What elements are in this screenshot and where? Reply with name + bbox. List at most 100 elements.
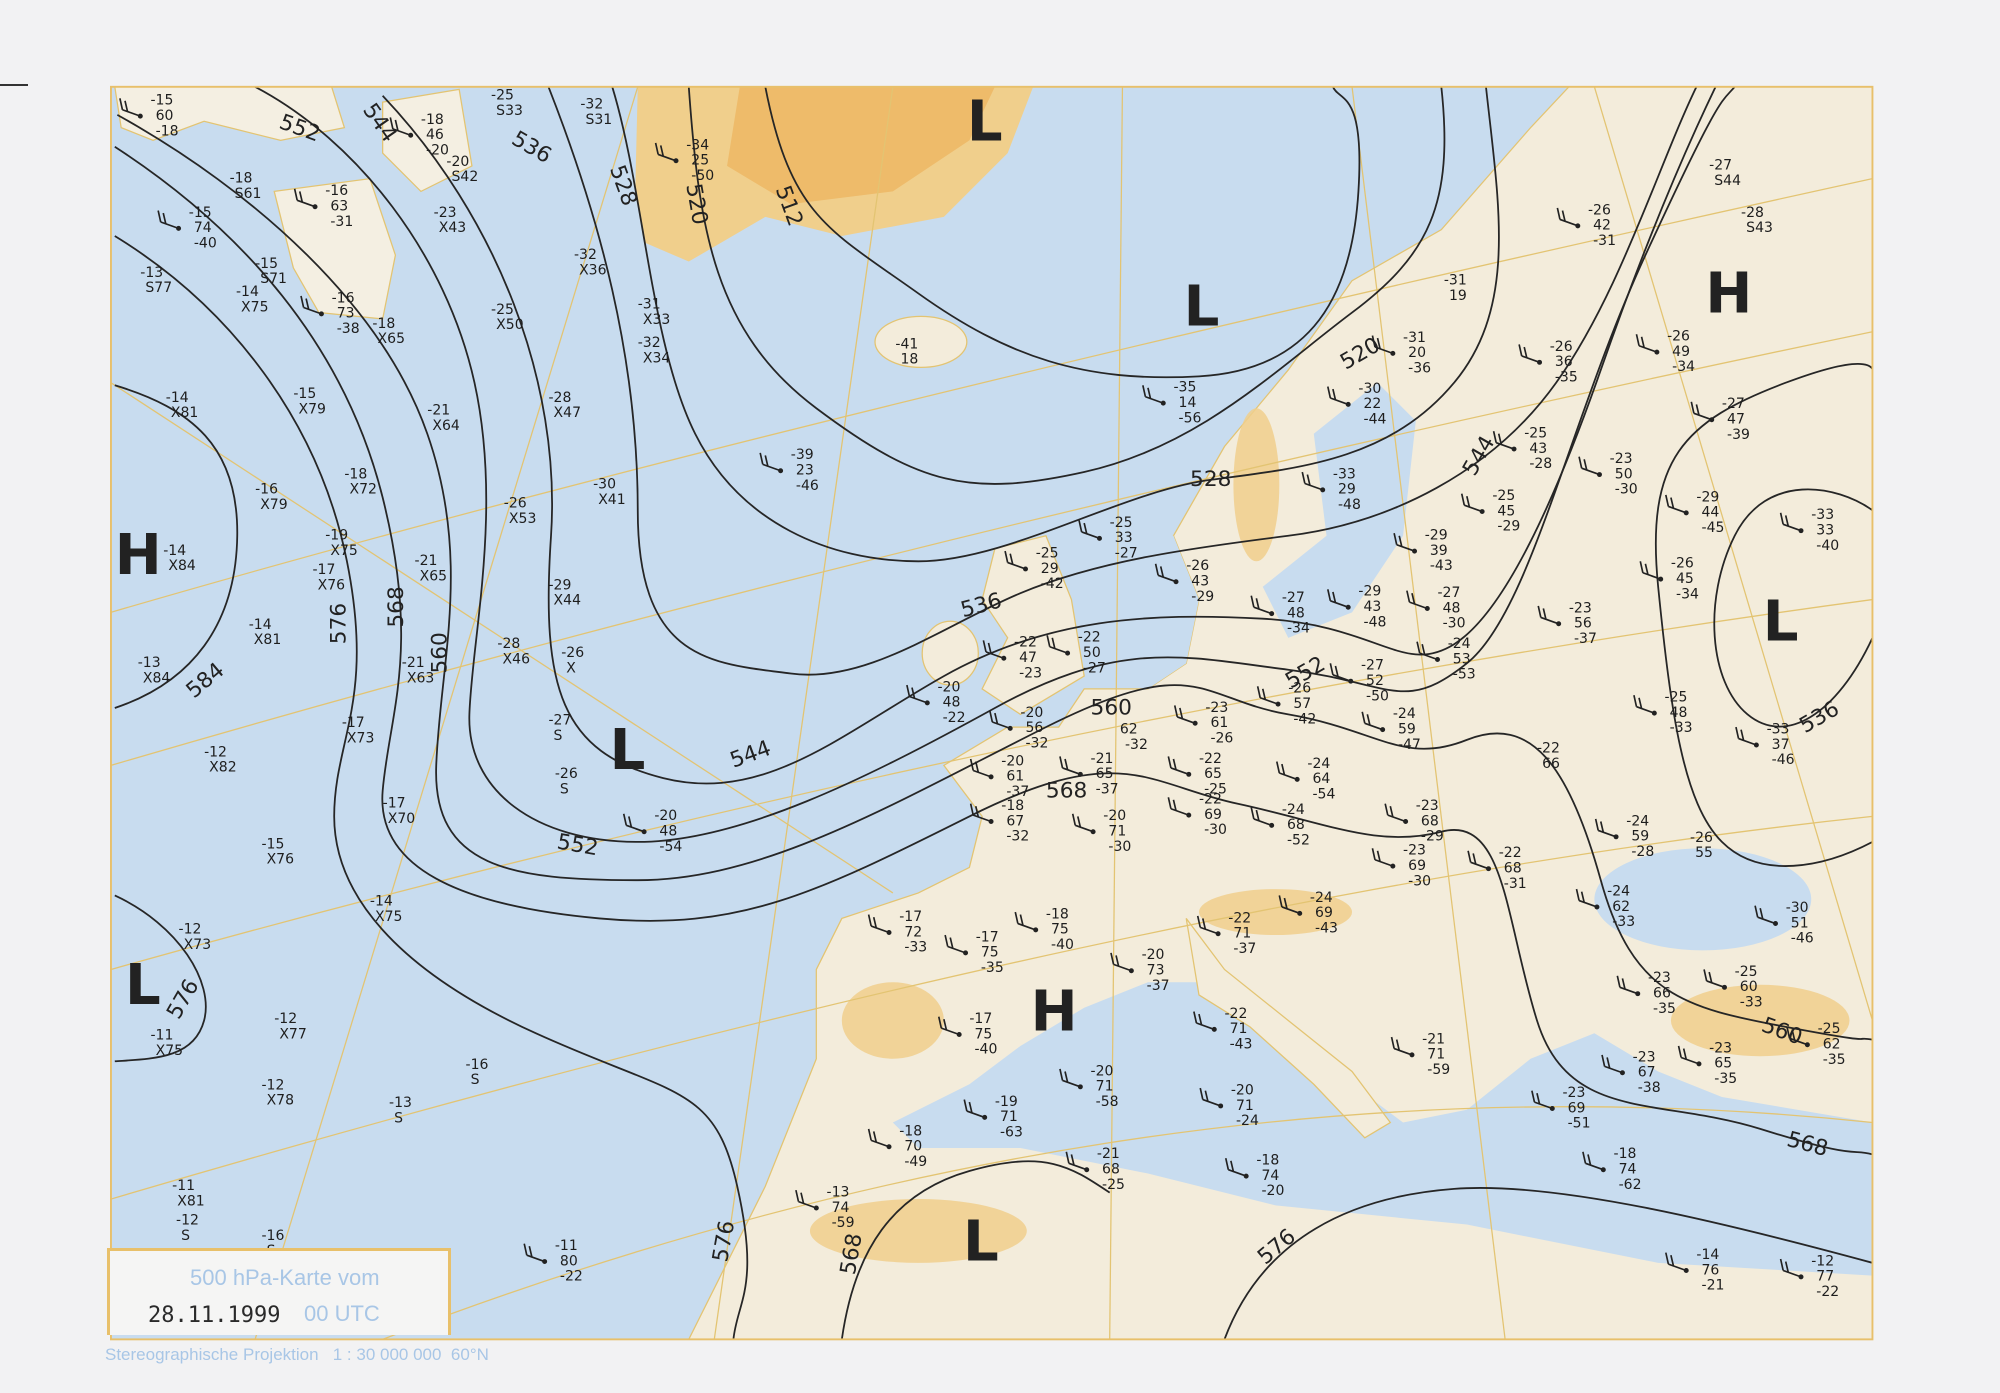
station-value: -27 xyxy=(548,713,571,729)
station-value: -25 xyxy=(1735,964,1758,980)
station-value: -56 xyxy=(1179,410,1202,426)
station-value: -49 xyxy=(904,1154,927,1170)
caption-time: 00 UTC xyxy=(304,1301,380,1326)
station-value: -31 xyxy=(1444,273,1467,289)
wind-barb-icon xyxy=(1326,589,1351,610)
station-plot: 62-32 xyxy=(1120,721,1148,752)
station-value: -23 xyxy=(1205,700,1228,716)
station-value: X76 xyxy=(318,577,346,593)
station-value: -40 xyxy=(1816,538,1839,554)
station-value: -14 xyxy=(166,390,189,406)
wind-barb-icon xyxy=(1786,1026,1810,1048)
contour-line xyxy=(1713,488,1873,728)
station-value: X75 xyxy=(375,909,402,925)
station-value: 50 xyxy=(1083,645,1101,661)
station-value: -25 xyxy=(1492,488,1515,504)
station-value: -42 xyxy=(1041,576,1064,592)
station-plot: -16S xyxy=(466,1057,489,1088)
station-value: -33 xyxy=(1811,507,1834,523)
station-value: X81 xyxy=(254,632,281,648)
station-value: -26 xyxy=(555,766,578,782)
wind-barb-icon xyxy=(293,188,318,210)
station-plot: -13S xyxy=(389,1095,412,1126)
station-value: -34 xyxy=(1672,359,1695,375)
mediterranean-sea xyxy=(892,982,1873,1276)
station-value: -23 xyxy=(1648,970,1671,986)
station-value: 33 xyxy=(1115,530,1133,546)
wind-barb-icon xyxy=(1467,850,1492,872)
wind-barb-icon xyxy=(1278,895,1303,916)
wind-barb-icon xyxy=(1754,905,1778,927)
station-value: X50 xyxy=(496,317,523,333)
station-value: -31 xyxy=(1403,330,1426,346)
wind-barb-icon xyxy=(1167,756,1192,777)
station-value: 71 xyxy=(1000,1109,1018,1125)
station-value: -23 xyxy=(1563,1085,1586,1101)
station-value: 67 xyxy=(1006,813,1024,829)
north-sea xyxy=(1020,535,1199,689)
station-value: -14 xyxy=(1696,1247,1719,1263)
station-value: -28 xyxy=(548,390,571,406)
wind-barb-icon xyxy=(1154,563,1179,585)
station-value: -11 xyxy=(151,1028,174,1044)
station-value: S42 xyxy=(452,169,479,185)
station-value: 47 xyxy=(1019,650,1037,666)
station-value: -16 xyxy=(261,1228,284,1244)
station-value: -25 xyxy=(491,302,514,318)
station-value: X47 xyxy=(554,405,581,421)
station-value: -25 xyxy=(1102,1177,1125,1193)
station-value: X72 xyxy=(349,482,376,498)
station-value: 80 xyxy=(560,1253,578,1269)
station-value: 23 xyxy=(796,463,814,479)
contour-label: 560 xyxy=(427,632,452,673)
station-value: -27 xyxy=(1722,396,1745,412)
station-value: 65 xyxy=(1204,766,1222,782)
wind-barb-icon xyxy=(1078,520,1102,541)
station-value: -19 xyxy=(325,528,348,544)
station-value: 75 xyxy=(974,1026,992,1042)
anatolia-highland xyxy=(1670,984,1850,1057)
station-value: -20 xyxy=(1142,947,1165,963)
station-value: -46 xyxy=(1791,931,1814,947)
graticule-line xyxy=(110,178,1873,613)
map-frame xyxy=(110,85,1874,1341)
wind-barb-icon xyxy=(1639,561,1664,582)
station-value: X34 xyxy=(643,350,671,366)
wind-barb-icon xyxy=(1173,705,1198,726)
station-value: -31 xyxy=(330,214,353,230)
contour-line xyxy=(611,86,1500,563)
station-value: -27 xyxy=(1438,585,1461,601)
station-value: X81 xyxy=(177,1193,204,1209)
low-pressure-center: L xyxy=(967,89,1003,154)
station-value: -21 xyxy=(1097,1146,1120,1162)
wind-barb-icon xyxy=(1275,761,1300,782)
station-value: 62 xyxy=(1612,899,1630,915)
station-value: 76 xyxy=(1702,1262,1720,1278)
station-value: 65 xyxy=(1096,766,1114,782)
station-value: -22 xyxy=(1224,1006,1247,1022)
station-value: -54 xyxy=(1313,787,1336,803)
station-value: -28 xyxy=(497,636,520,652)
station-value: -22 xyxy=(1014,635,1037,651)
station-value: 50 xyxy=(1615,466,1633,482)
station-value: -33 xyxy=(1333,466,1356,482)
